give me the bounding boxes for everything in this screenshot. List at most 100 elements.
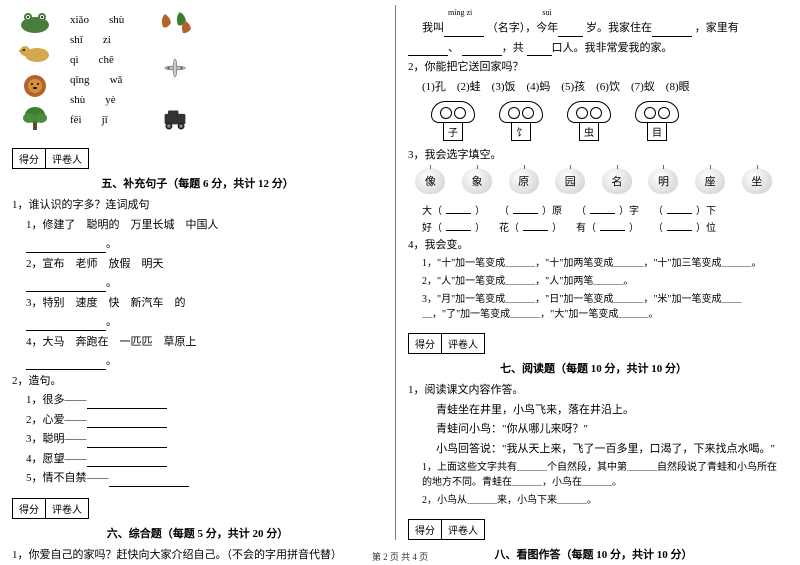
page-footer: 第 2 页 共 4 页 <box>0 550 800 563</box>
text: （ <box>653 202 663 217</box>
left-icons <box>12 8 62 132</box>
pinyin-row: fēi jī <box>70 114 124 126</box>
text: （ <box>576 202 586 217</box>
car-icon <box>152 100 197 140</box>
ruby-text: suì <box>542 8 551 17</box>
q7-line: 小鸟回答说："我从天上来，飞了一百多里，口渴了，下来找点水喝。" <box>436 441 779 458</box>
apple-item: 名 <box>600 168 634 198</box>
text: ） <box>629 219 639 234</box>
lion-icon <box>12 72 57 100</box>
pinyin-text: qīng <box>70 74 90 86</box>
apple-char: 名 <box>602 168 632 194</box>
text: 好（ <box>422 219 442 234</box>
answer-blank[interactable] <box>87 416 167 428</box>
q2-label: 3，聪明—— <box>26 433 87 445</box>
apple-item: 明 <box>646 168 680 198</box>
question-2-title: 2，造句。 <box>12 373 383 390</box>
blank[interactable] <box>527 44 552 56</box>
answer-blank[interactable] <box>26 280 106 292</box>
score-label: 得分 <box>409 334 442 353</box>
pinyin-text: fēi <box>70 114 82 126</box>
apple-char: 像 <box>415 168 445 194</box>
blank[interactable] <box>513 202 538 214</box>
q2-label: 4，愿望—— <box>26 453 87 465</box>
pinyin-row: shīzi <box>70 34 124 46</box>
pinyin-text: shù <box>109 14 124 26</box>
blank[interactable] <box>667 219 692 231</box>
mushroom-item[interactable]: 子 <box>428 101 478 141</box>
score-box: 得分 评卷人 <box>408 519 485 540</box>
apple-char: 座 <box>695 168 725 194</box>
pinyin-row: qìchē <box>70 54 124 66</box>
ruby-text: míng zi <box>448 8 472 17</box>
reviewer-label: 评卷人 <box>442 334 484 353</box>
q1-item: 2，宣布 老师 放假 明天 <box>26 256 383 273</box>
pinyin-text: shù <box>70 94 85 106</box>
q2-label: 1，很多—— <box>26 394 87 406</box>
pinyin-text: zi <box>103 34 111 46</box>
answer-blank[interactable] <box>26 358 106 370</box>
answer-blank[interactable] <box>26 241 106 253</box>
answer-blank[interactable] <box>87 455 167 467</box>
score-label: 得分 <box>409 520 442 539</box>
blank[interactable] <box>462 44 502 56</box>
text: ）位 <box>696 219 716 234</box>
blank[interactable] <box>652 25 692 37</box>
q1-item: 1，修建了 聪明的 万里长城 中国人 <box>26 217 383 234</box>
q7-line: 青蛙问小鸟："你从哪儿来呀？" <box>436 421 779 438</box>
question-1-title: 1，谁认识的字多？连词成句 <box>12 197 383 214</box>
text: ） <box>552 219 562 234</box>
blank[interactable] <box>408 44 448 56</box>
q2-item: 5，情不自禁—— <box>26 470 383 487</box>
answer-blank[interactable] <box>87 436 167 448</box>
pinyin-row: shù yè <box>70 94 124 106</box>
pinyin-text: jī <box>102 114 108 126</box>
mushroom-item[interactable]: 虫 <box>564 101 614 141</box>
apple-item: 原 <box>507 168 541 198</box>
text: 口人。我非常爱我的家。 <box>552 42 673 54</box>
q2-item: 1，很多—— <box>26 392 383 409</box>
left-column: xiǎoshù shīzi qìchē qīngwǎ shùyè fēijī 得… <box>0 0 395 545</box>
q2-item: 3，聪明—— <box>26 431 383 448</box>
mushroom-item[interactable]: 饣 <box>496 101 546 141</box>
answer-blank[interactable] <box>87 397 167 409</box>
q7-1: 1，阅读课文内容作答。 <box>408 382 779 399</box>
mushroom-row: 子 饣 虫 目 <box>428 101 779 141</box>
text: （名字），今年 <box>487 22 559 34</box>
answer-blank[interactable] <box>26 319 106 331</box>
text: ，家里有 <box>695 22 739 34</box>
q1-item: 4，大马 奔跑在 一匹匹 草原上 <box>26 334 383 351</box>
mushroom-item[interactable]: 目 <box>632 101 682 141</box>
score-label: 得分 <box>13 499 46 518</box>
pinyin-text: xiǎo <box>70 14 89 26</box>
blank[interactable] <box>446 219 471 231</box>
score-box: 得分 评卷人 <box>408 333 485 354</box>
blank[interactable] <box>446 202 471 214</box>
text: 有（ <box>576 219 596 234</box>
score-box: 得分 评卷人 <box>12 498 89 519</box>
apple-item: 座 <box>693 168 727 198</box>
pinyin-row: xiǎo shù <box>70 14 124 26</box>
apple-char: 原 <box>509 168 539 194</box>
answer-blank[interactable] <box>109 475 189 487</box>
pinyin-text: yè <box>105 94 115 106</box>
mush-label: 子 <box>443 123 463 141</box>
text: ）字 <box>619 202 639 217</box>
apple-char: 坐 <box>742 168 772 194</box>
blank[interactable] <box>523 219 548 231</box>
right-column: míng zi suì 我叫 （名字），今年 岁。我家住在 ，家里有 、 ，共 … <box>396 0 791 545</box>
blank[interactable] <box>600 219 625 231</box>
section-7-title: 七、阅读题（每题 10 分，共计 10 分） <box>408 360 779 376</box>
section-5-title: 五、补充句子（每题 6 分，共计 12 分） <box>12 175 383 191</box>
q2-label: 5，情不自禁—— <box>26 472 109 484</box>
text: 、 <box>448 42 459 54</box>
score-label: 得分 <box>13 149 46 168</box>
text: 岁。我家住在 <box>586 22 652 34</box>
text: ，共 <box>502 42 524 54</box>
blank[interactable] <box>444 25 484 37</box>
blank[interactable] <box>667 202 692 214</box>
text: （ <box>499 202 509 217</box>
blank[interactable] <box>558 25 583 37</box>
mush-label: 目 <box>647 123 667 141</box>
blank[interactable] <box>590 202 615 214</box>
